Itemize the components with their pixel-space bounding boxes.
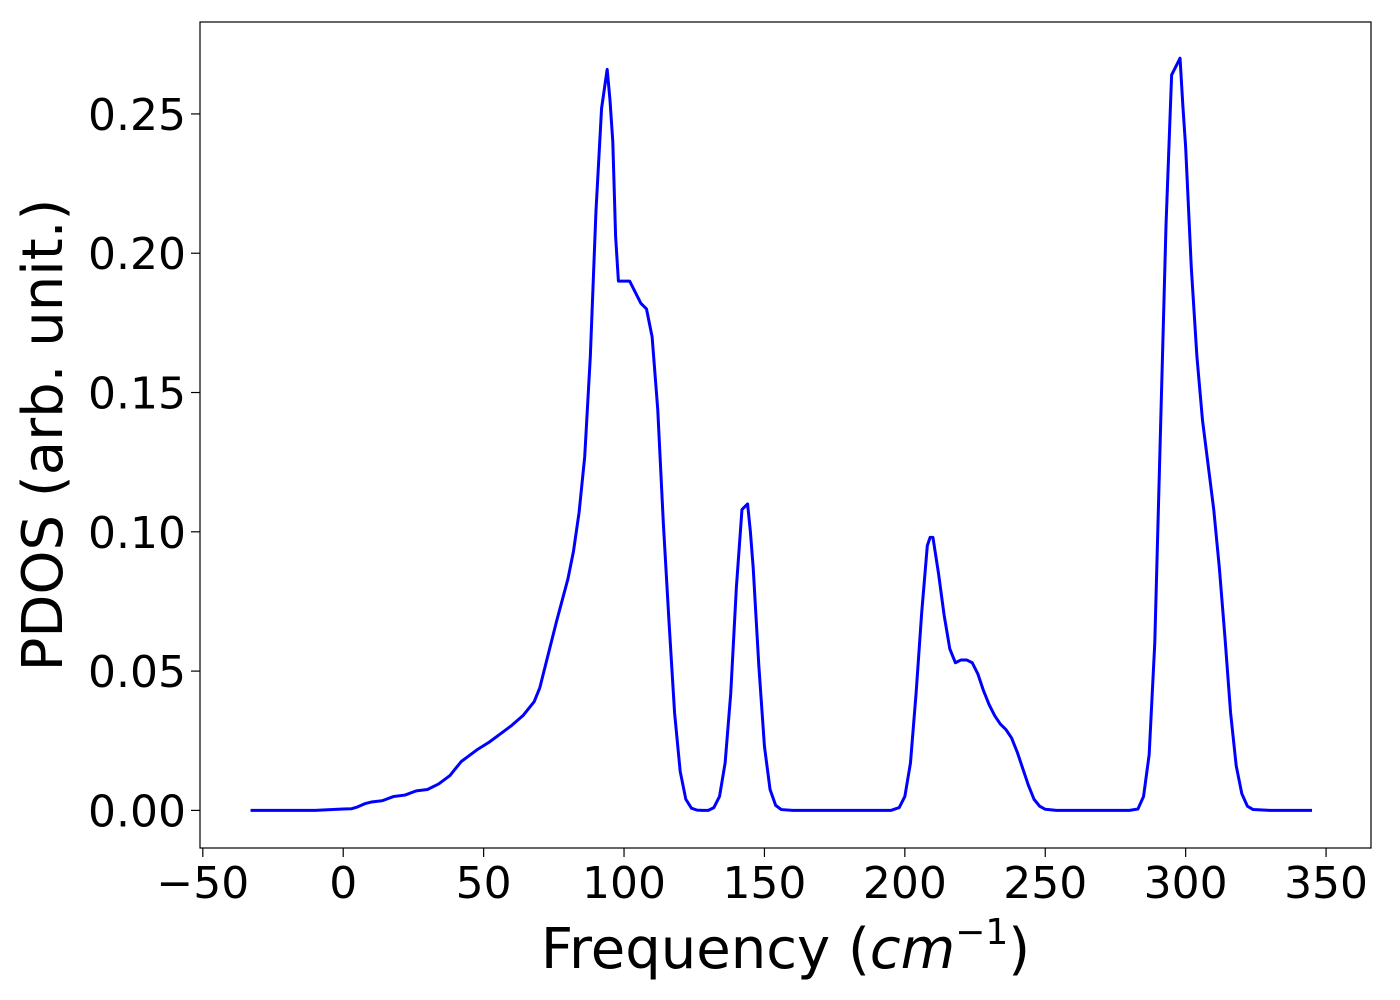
x-axis-label-unit: cm [870, 917, 955, 982]
y-tick-label: 0.15 [88, 369, 186, 420]
x-tick-label: 350 [1284, 858, 1368, 909]
y-axis-ticks: 0.00 0.05 0.10 0.15 0.20 0.25 [88, 90, 200, 837]
x-axis-ticks: −50 0 50 100 150 200 250 300 350 [156, 848, 1368, 909]
x-axis-label-close: ) [1008, 917, 1030, 982]
x-tick-label: 150 [722, 858, 806, 909]
y-tick-label: 0.20 [88, 229, 186, 280]
series-layer [250, 56, 1313, 812]
y-tick-label: 0.05 [88, 647, 186, 698]
x-axis-label-text: Frequency ( [541, 917, 870, 982]
plot-frame [199, 21, 1372, 849]
x-tick-label: 50 [456, 858, 512, 909]
y-tick-label: 0.25 [88, 90, 186, 141]
x-tick-label: 0 [329, 858, 357, 909]
x-tick-label: 250 [1003, 858, 1087, 909]
x-tick-label: 100 [582, 858, 666, 909]
y-tick-label: 0.10 [88, 508, 186, 559]
x-axis-label-exponent: −1 [955, 912, 1008, 953]
y-tick-label: 0.00 [88, 786, 186, 837]
x-axis-label: Frequency (cm−1) [541, 912, 1030, 982]
x-tick-label: −50 [156, 858, 249, 909]
y-axis-label: PDOS (arb. unit.) [11, 199, 76, 672]
x-tick-label: 200 [863, 858, 947, 909]
x-tick-label: 300 [1144, 858, 1228, 909]
pdos-series-line [250, 56, 1313, 812]
